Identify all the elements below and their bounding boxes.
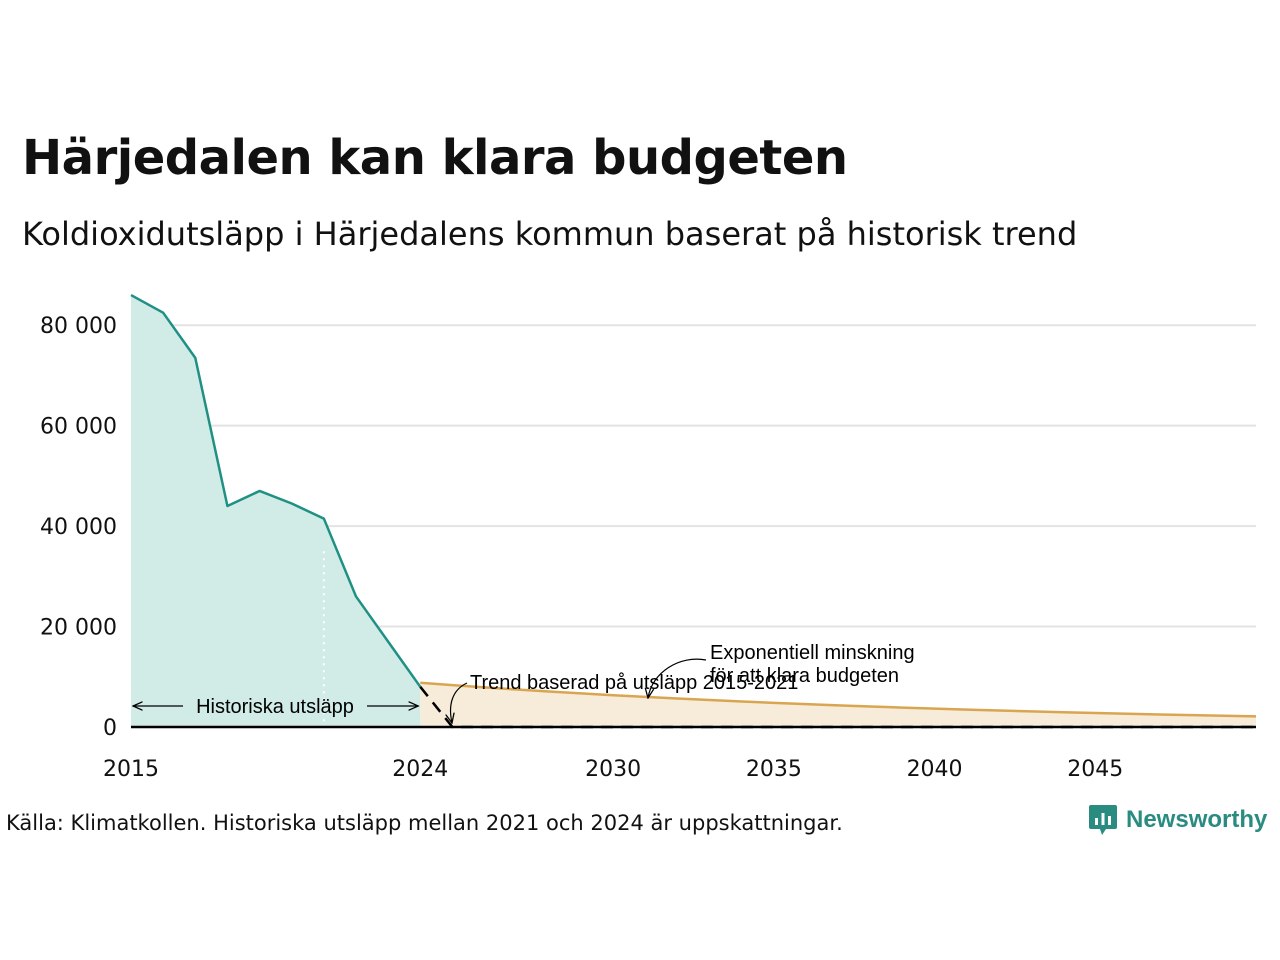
y-tick-label: 0 [103, 716, 117, 741]
area-fills [131, 295, 1256, 727]
trend-annotation-arrow [451, 682, 468, 723]
y-tick-label: 20 000 [40, 616, 117, 641]
annotation-budget-line2: för att klara budgeten [710, 665, 899, 687]
x-tick-label: 2030 [585, 757, 641, 782]
historical-line [130, 293, 422, 688]
y-tick-label: 40 000 [40, 515, 117, 540]
budget-annotation-arrow [648, 658, 707, 698]
axes: 0 20 000 40 000 60 000 80 000 2015 2024 2030 203… [40, 314, 1256, 782]
brand-name: Newsworthy [1126, 806, 1268, 833]
annotation-historical: Historiska utsläpp [196, 696, 354, 718]
x-tick-label: 2015 [103, 757, 159, 782]
chart-subtitle: Koldioxidutsläpp i Härjedalens kommun ba… [22, 215, 1078, 253]
x-tick-label: 2024 [392, 757, 448, 782]
budget-area [420, 682, 1256, 727]
source-note: Källa: Klimatkollen. Historiska utsläpp … [6, 811, 843, 835]
y-tick-label: 60 000 [40, 415, 117, 440]
brand-logo: Newsworthy [1088, 803, 1267, 837]
x-tick-label: 2040 [907, 757, 963, 782]
annotation-budget-line1: Exponentiell minskning [710, 642, 915, 664]
x-tick-label: 2035 [746, 757, 802, 782]
annotations: Historiska utsläpp Trend baserad på utslä… [133, 642, 915, 723]
historical-area [131, 295, 421, 727]
x-tick-label: 2045 [1067, 757, 1123, 782]
y-tick-label: 80 000 [40, 314, 117, 339]
newsworthy-logo-icon [1089, 805, 1117, 835]
annotation-trend: Trend baserad på utsläpp 2015-2021 [470, 672, 798, 694]
chart-title: Härjedalen kan klara budgeten [22, 130, 848, 186]
budget-line [420, 681, 1257, 718]
